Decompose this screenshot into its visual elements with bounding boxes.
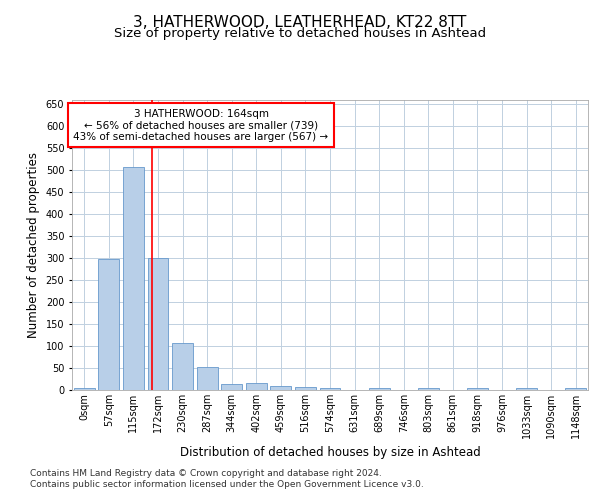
Bar (74, 388, 95, 390)
Text: Contains HM Land Registry data © Crown copyright and database right 2024.: Contains HM Land Registry data © Crown c… (30, 468, 382, 477)
Bar (148, 258, 169, 390)
Text: Contains public sector information licensed under the Open Government Licence v3: Contains public sector information licen… (30, 480, 424, 489)
Bar (271, 386, 292, 390)
Y-axis label: Number of detached properties: Number of detached properties (27, 152, 40, 338)
Bar (467, 388, 488, 390)
Bar (123, 167, 144, 390)
Text: 3 HATHERWOOD: 164sqm
← 56% of detached houses are smaller (739)
43% of semi-deta: 3 HATHERWOOD: 164sqm ← 56% of detached h… (73, 108, 329, 142)
Bar (565, 388, 586, 390)
Text: 3, HATHERWOOD, LEATHERHEAD, KT22 8TT: 3, HATHERWOOD, LEATHERHEAD, KT22 8TT (133, 15, 467, 30)
Bar (172, 343, 193, 390)
Bar (98, 259, 119, 390)
X-axis label: Distribution of detached houses by size in Ashtead: Distribution of detached houses by size … (179, 446, 481, 460)
Bar (516, 388, 537, 390)
Bar (197, 366, 218, 390)
Bar (295, 387, 316, 390)
Bar (221, 384, 242, 390)
Bar (418, 388, 439, 390)
Bar (320, 388, 340, 390)
Bar (246, 384, 267, 390)
Text: Size of property relative to detached houses in Ashtead: Size of property relative to detached ho… (114, 28, 486, 40)
Bar (368, 388, 389, 390)
